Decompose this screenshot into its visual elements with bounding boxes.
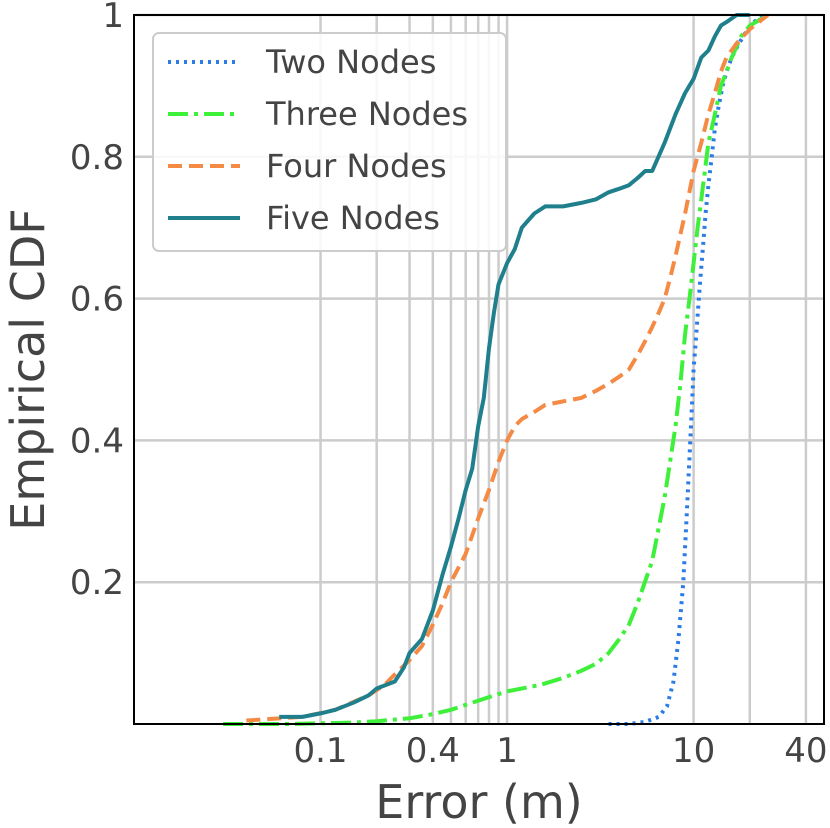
legend-label: Five Nodes	[266, 199, 440, 237]
y-axis-title: Empirical CDF	[1, 208, 55, 530]
x-tick-label: 0.1	[293, 731, 347, 771]
y-tick-label: 1	[102, 0, 124, 36]
legend-label: Three Nodes	[265, 95, 468, 133]
y-tick-label: 0.2	[70, 563, 124, 603]
x-tick-label: 40	[784, 731, 827, 771]
legend-label: Two Nodes	[265, 43, 436, 81]
x-axis-title: Error (m)	[375, 775, 582, 828]
legend-label: Four Nodes	[266, 147, 447, 185]
legend: Two Nodes Three Nodes Four Nodes Five Nodes	[152, 32, 507, 252]
series-lines	[223, 13, 770, 726]
series-line-1	[223, 13, 769, 726]
y-tick-labels: 0.2 0.4 0.6 0.8 1	[70, 0, 124, 603]
series-line-3	[279, 13, 750, 719]
x-tick-label: 0.4	[406, 731, 460, 771]
legend-box	[152, 32, 507, 252]
series-line-2	[246, 13, 770, 723]
series-line-0	[608, 13, 766, 726]
x-tick-label: 10	[672, 731, 715, 771]
y-tick-label: 0.8	[70, 138, 124, 178]
y-tick-label: 0.6	[70, 280, 124, 320]
x-tick-label: 1	[496, 731, 518, 771]
plot-frame	[133, 14, 825, 725]
y-tick-label: 0.4	[70, 421, 124, 461]
x-tick-labels: 0.1 0.4 1 10 40	[293, 731, 827, 771]
